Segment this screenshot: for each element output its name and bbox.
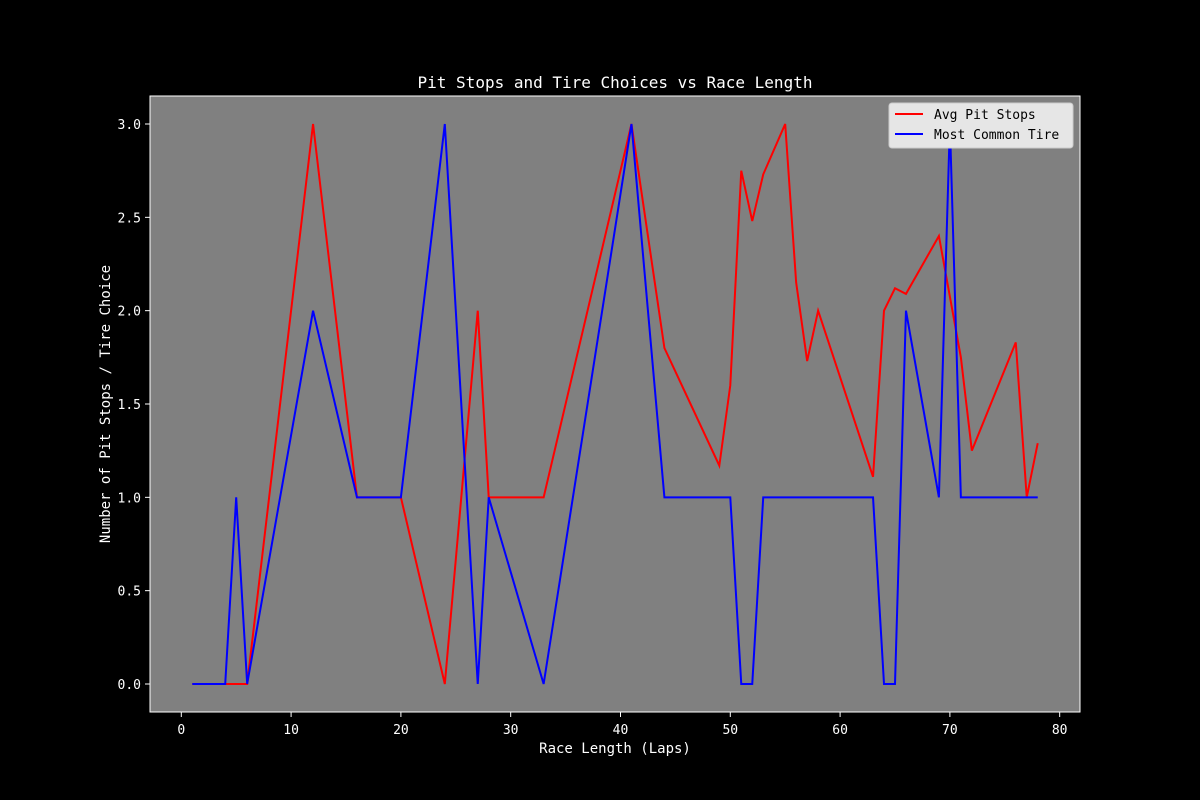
y-tick-label: 2.5 bbox=[118, 211, 141, 226]
y-tick-label: 3.0 bbox=[118, 118, 141, 133]
x-tick-label: 50 bbox=[722, 723, 738, 738]
x-tick-label: 20 bbox=[393, 723, 409, 738]
legend-label-most-common-tire: Most Common Tire bbox=[934, 128, 1059, 143]
plot-area bbox=[149, 95, 1081, 713]
y-tick-label: 2.0 bbox=[118, 305, 141, 320]
x-axis-title: Race Length (Laps) bbox=[539, 741, 691, 757]
x-tick-label: 70 bbox=[942, 723, 958, 738]
y-tick-label: 0.5 bbox=[118, 585, 141, 600]
x-tick-label: 0 bbox=[177, 723, 185, 738]
y-axis: 0.0 0.5 1.0 1.5 2.0 2.5 3.0 bbox=[118, 118, 150, 693]
x-tick-label: 60 bbox=[832, 723, 848, 738]
x-tick-label: 30 bbox=[503, 723, 519, 738]
y-axis-title: Number of Pit Stops / Tire Choice bbox=[98, 265, 114, 543]
y-tick-label: 1.0 bbox=[118, 491, 141, 506]
legend-label-avg-pit-stops: Avg Pit Stops bbox=[934, 108, 1036, 123]
y-tick-label: 1.5 bbox=[118, 398, 141, 413]
x-tick-label: 10 bbox=[283, 723, 299, 738]
x-tick-label: 40 bbox=[613, 723, 629, 738]
legend-box bbox=[888, 102, 1074, 149]
x-tick-label: 80 bbox=[1052, 723, 1068, 738]
y-tick-label: 0.0 bbox=[118, 678, 141, 693]
series-layer bbox=[192, 123, 1039, 685]
x-axis: 0 10 20 30 40 50 60 70 80 bbox=[177, 712, 1068, 738]
series-line-most-common-tire bbox=[192, 123, 1038, 685]
chart-title: Pit Stops and Tire Choices vs Race Lengt… bbox=[418, 73, 813, 92]
legend: Avg Pit Stops Most Common Tire bbox=[888, 102, 1074, 149]
